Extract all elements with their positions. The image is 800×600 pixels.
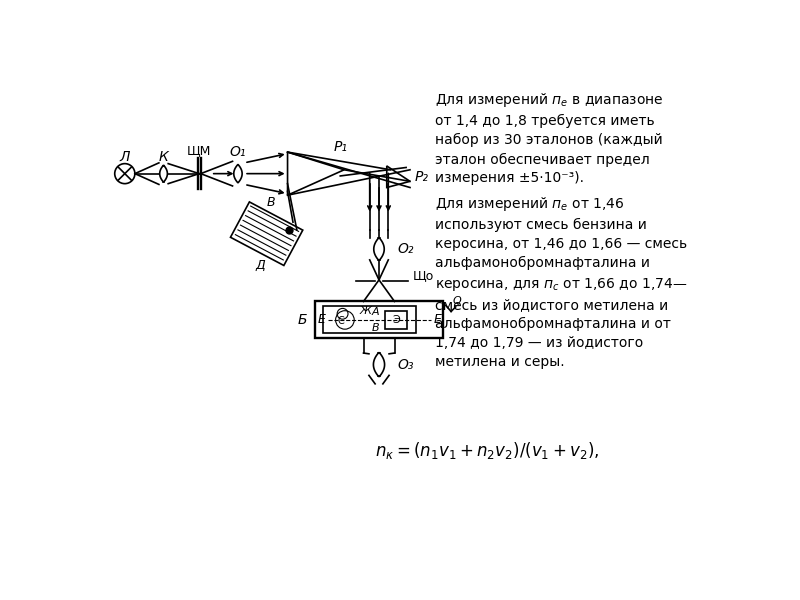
Text: Е: Е	[433, 313, 441, 326]
Text: Э: Э	[392, 315, 400, 325]
Text: Що: Що	[413, 269, 434, 282]
Text: С: С	[338, 316, 344, 326]
Text: Д: Д	[255, 259, 266, 272]
Bar	[323, 307, 416, 334]
Text: О₃: О₃	[398, 358, 414, 371]
Bar	[386, 311, 407, 329]
Text: Б: Б	[298, 313, 307, 327]
Text: А: А	[372, 307, 380, 317]
Bar	[315, 301, 443, 338]
Text: Q: Q	[452, 296, 461, 307]
Text: ЩМ: ЩМ	[187, 144, 211, 157]
Text: В: В	[372, 323, 380, 332]
Text: О₁: О₁	[230, 145, 246, 159]
Text: В: В	[266, 196, 275, 209]
Text: Е: Е	[318, 313, 326, 326]
Bar	[230, 202, 302, 265]
Text: Ж: Ж	[360, 307, 372, 316]
Text: Л: Л	[120, 149, 130, 164]
Text: $n_{\kappa} = (n_1 v_1 + n_2 v_2)/(v_1 + v_2),$: $n_{\kappa} = (n_1 v_1 + n_2 v_2)/(v_1 +…	[375, 440, 600, 461]
Text: Для измерений $\it{п}_e$ в диапазоне
от 1,4 до 1,8 требуется иметь
набор из 30 э: Для измерений $\it{п}_e$ в диапазоне от …	[435, 91, 663, 185]
Text: Р₁: Р₁	[334, 140, 347, 154]
Text: Для измерений $\it{п}_e$ от 1,46
используют смесь бензина и
керосина, от 1,46 до: Для измерений $\it{п}_e$ от 1,46 использ…	[435, 195, 687, 368]
Text: Р₂: Р₂	[414, 170, 429, 184]
Text: О₂: О₂	[398, 242, 414, 256]
Text: К: К	[158, 151, 169, 164]
